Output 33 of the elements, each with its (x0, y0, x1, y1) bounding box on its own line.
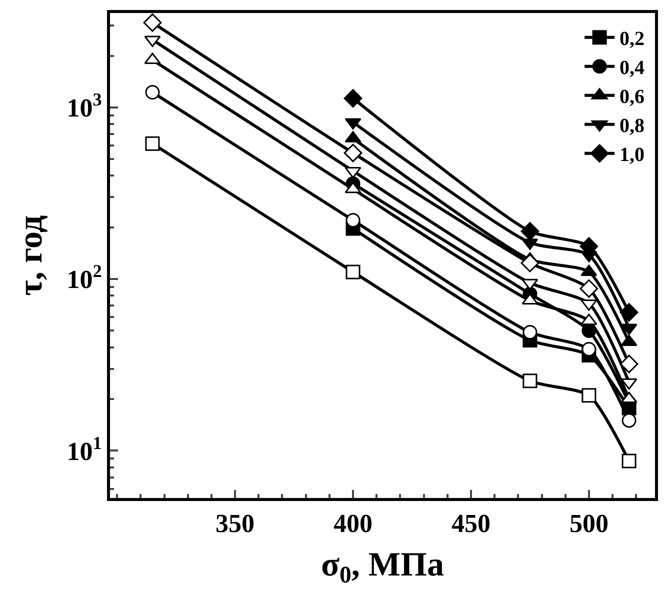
x-tick-label: 450 (451, 509, 490, 538)
y-tick-label: 10$^{3}$ (66, 90, 102, 123)
legend-label: 1,0 (620, 144, 645, 166)
point (620, 392, 638, 404)
point (145, 136, 160, 151)
point (145, 85, 160, 100)
legend-label: 0,2 (620, 28, 645, 50)
point (522, 374, 538, 388)
point (346, 264, 360, 280)
point (344, 89, 362, 108)
point (522, 324, 538, 340)
x-tick-label: 500 (569, 509, 608, 538)
point (346, 213, 360, 228)
point (520, 254, 540, 272)
point (582, 342, 596, 356)
x-axis-title: σ$_{0}$, МПа (321, 546, 444, 589)
point (622, 413, 636, 428)
point (580, 279, 598, 298)
x-tick-label: 350 (216, 509, 255, 538)
point (143, 13, 162, 32)
legend-label: 0,4 (620, 57, 645, 80)
y-axis-title: τ, год (12, 215, 50, 296)
x-tick-label: 400 (334, 509, 373, 538)
point (520, 222, 540, 240)
point (344, 144, 362, 162)
legend-label: 0,6 (620, 86, 645, 108)
point (582, 388, 596, 403)
point (622, 454, 636, 468)
point (620, 354, 638, 374)
point (620, 303, 638, 322)
y-tick-label: 10$^{2}$ (66, 261, 102, 294)
y-tick-label: 10$^{1}$ (66, 432, 102, 466)
legend-label: 0,8 (620, 115, 645, 138)
